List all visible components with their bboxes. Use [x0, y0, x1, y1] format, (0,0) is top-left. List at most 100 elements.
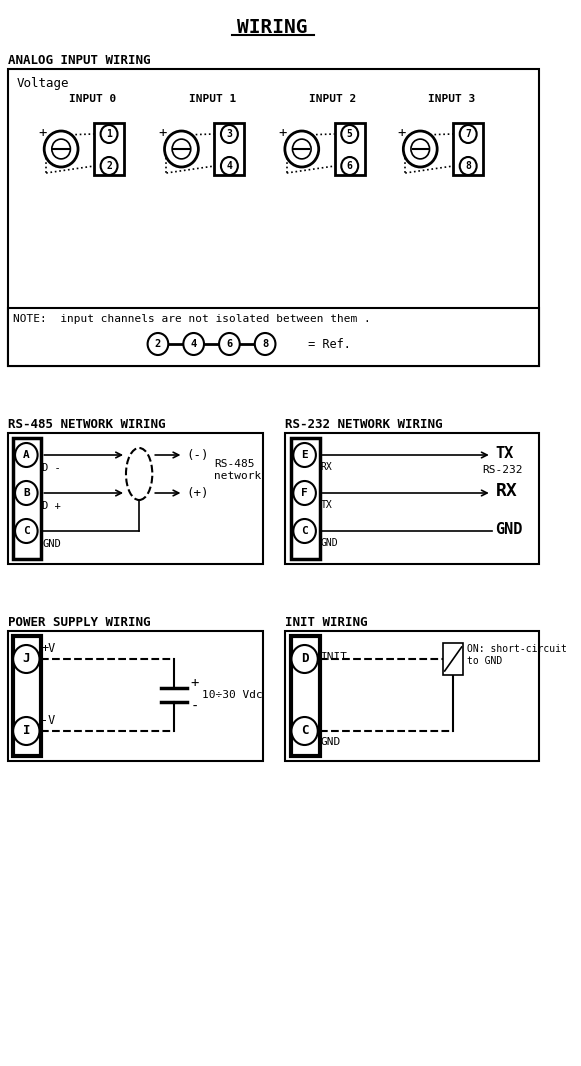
Text: 2: 2: [106, 161, 112, 171]
Circle shape: [13, 645, 40, 673]
Circle shape: [219, 333, 240, 355]
Text: 3: 3: [227, 129, 232, 139]
Bar: [13, 636, 41, 756]
Text: 8: 8: [465, 161, 471, 171]
Bar: [292, 438, 320, 559]
Text: RX: RX: [321, 462, 332, 472]
Circle shape: [164, 131, 198, 167]
Text: +: +: [38, 126, 46, 140]
Text: RS-232 NETWORK WIRING: RS-232 NETWORK WIRING: [285, 418, 442, 431]
Bar: [214, 123, 245, 175]
Bar: [335, 123, 365, 175]
Text: TX: TX: [321, 500, 332, 510]
Circle shape: [341, 125, 358, 143]
Text: RS-232: RS-232: [482, 465, 523, 475]
Text: 6: 6: [226, 339, 232, 349]
Text: C: C: [23, 526, 30, 536]
Text: J: J: [23, 652, 30, 665]
Circle shape: [13, 717, 40, 745]
Text: ANALOG INPUT WIRING: ANALOG INPUT WIRING: [8, 54, 150, 67]
Text: RX: RX: [496, 482, 517, 500]
Circle shape: [172, 139, 191, 159]
Circle shape: [52, 139, 70, 159]
Text: RS-485 NETWORK WIRING: RS-485 NETWORK WIRING: [8, 418, 165, 431]
Text: GND: GND: [321, 538, 338, 548]
Text: WIRING: WIRING: [238, 18, 308, 37]
Text: RS-485
network: RS-485 network: [214, 459, 261, 481]
Text: 1: 1: [106, 129, 112, 139]
Text: +V: +V: [41, 642, 56, 655]
Circle shape: [15, 519, 38, 543]
Circle shape: [255, 333, 275, 355]
Text: 4: 4: [191, 339, 197, 349]
Circle shape: [403, 131, 437, 167]
Bar: [8, 631, 263, 761]
Text: 8: 8: [262, 339, 268, 349]
Bar: [453, 123, 483, 175]
Text: GND: GND: [42, 539, 61, 549]
Circle shape: [44, 131, 78, 167]
Text: D -: D -: [42, 463, 61, 473]
Text: E: E: [301, 450, 308, 461]
Bar: [94, 123, 124, 175]
Text: C: C: [301, 526, 308, 536]
Text: NOTE:  input channels are not isolated between them .: NOTE: input channels are not isolated be…: [13, 314, 371, 324]
Text: POWER SUPPLY WIRING: POWER SUPPLY WIRING: [8, 616, 150, 629]
Text: = Ref.: = Ref.: [301, 338, 351, 351]
Text: B: B: [23, 488, 30, 498]
Circle shape: [293, 519, 316, 543]
Bar: [285, 631, 539, 761]
Circle shape: [221, 125, 238, 143]
Bar: [292, 636, 320, 756]
Text: -: -: [191, 700, 199, 714]
Text: D +: D +: [42, 501, 61, 511]
Text: +: +: [191, 676, 199, 690]
Circle shape: [293, 481, 316, 505]
Bar: [13, 438, 41, 559]
Text: INPUT 1: INPUT 1: [189, 94, 236, 104]
Text: C: C: [301, 725, 309, 738]
Circle shape: [184, 333, 204, 355]
Text: (+): (+): [186, 486, 209, 500]
Text: INPUT 0: INPUT 0: [69, 94, 116, 104]
Text: F: F: [301, 488, 308, 498]
Text: ON: short-circuit
to GND: ON: short-circuit to GND: [467, 644, 567, 666]
Circle shape: [292, 645, 318, 673]
Text: 5: 5: [347, 129, 353, 139]
Text: +: +: [159, 126, 167, 140]
Text: (-): (-): [186, 449, 209, 462]
Bar: [8, 308, 539, 366]
Text: INPUT 3: INPUT 3: [428, 94, 475, 104]
Text: 2: 2: [155, 339, 161, 349]
Text: TX: TX: [496, 446, 514, 461]
Circle shape: [221, 157, 238, 175]
Circle shape: [101, 125, 117, 143]
Circle shape: [293, 443, 316, 467]
Ellipse shape: [126, 448, 152, 500]
Bar: [8, 433, 263, 564]
Text: INIT WIRING: INIT WIRING: [285, 616, 367, 629]
Circle shape: [292, 139, 311, 159]
Text: -V: -V: [41, 714, 56, 727]
Text: Voltage: Voltage: [17, 77, 69, 90]
Text: +: +: [397, 126, 406, 140]
Text: I: I: [23, 725, 30, 738]
Text: GND: GND: [321, 737, 341, 747]
Circle shape: [411, 139, 429, 159]
Bar: [8, 69, 539, 366]
Circle shape: [292, 717, 318, 745]
Text: A: A: [23, 450, 30, 461]
Circle shape: [341, 157, 358, 175]
Circle shape: [460, 157, 476, 175]
Text: INIT: INIT: [321, 652, 347, 662]
Text: D: D: [301, 652, 309, 665]
Text: INPUT 2: INPUT 2: [309, 94, 356, 104]
Text: GND: GND: [496, 521, 523, 536]
Text: 4: 4: [227, 161, 232, 171]
Circle shape: [460, 125, 476, 143]
Text: +: +: [279, 126, 287, 140]
Circle shape: [15, 481, 38, 505]
Text: 7: 7: [465, 129, 471, 139]
Circle shape: [101, 157, 117, 175]
Circle shape: [285, 131, 319, 167]
